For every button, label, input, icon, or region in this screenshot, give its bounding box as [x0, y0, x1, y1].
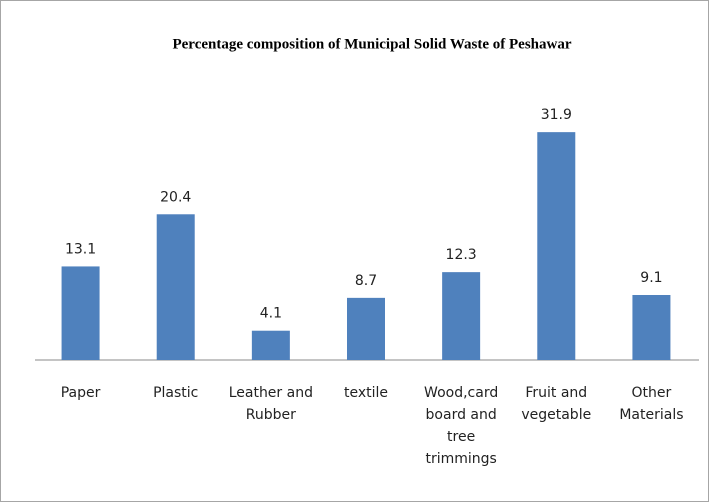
value-label: 20.4 — [160, 189, 191, 205]
chart-title: Percentage composition of Municipal Soli… — [172, 36, 571, 52]
value-label: 9.1 — [640, 270, 662, 286]
value-label: 8.7 — [355, 273, 377, 289]
value-label: 31.9 — [541, 107, 572, 123]
value-label: 4.1 — [260, 306, 282, 322]
bar — [442, 272, 481, 360]
value-label: 13.1 — [65, 241, 96, 257]
x-tick-label: textile — [343, 385, 389, 401]
x-tick-label: Leather and Rubber — [228, 385, 313, 423]
bar — [347, 297, 385, 360]
x-tick-label: Other Materials — [619, 385, 684, 423]
value-label: 12.3 — [446, 247, 477, 263]
bar — [156, 214, 195, 360]
x-tick-label: Plastic — [153, 385, 199, 401]
bar — [251, 330, 290, 360]
x-tick-label: Paper — [60, 385, 101, 401]
bar — [632, 295, 671, 360]
bar — [537, 132, 576, 360]
x-tick-label: Wood,card board and tree trimmings — [424, 385, 499, 467]
bar — [61, 266, 100, 360]
x-tick-label: Fruit and vegetable — [521, 385, 592, 423]
